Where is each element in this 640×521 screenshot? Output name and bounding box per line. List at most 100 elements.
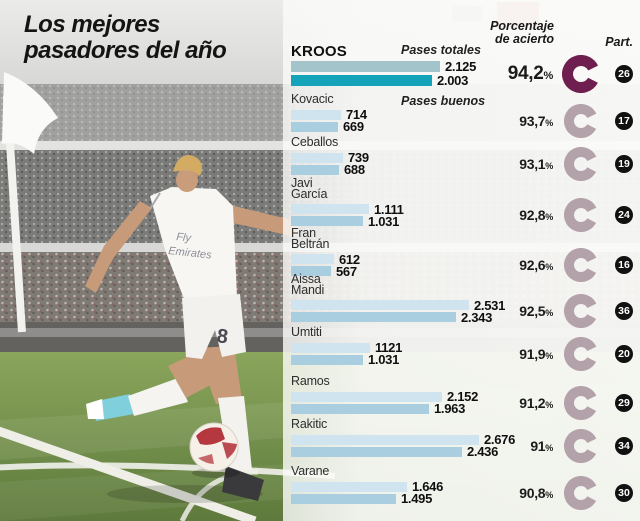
pases-buenos-value: 688 (344, 162, 365, 177)
player-row-ramos: Ramos 2.152 1.963 91,2% 29 (291, 374, 636, 420)
pases-buenos-bar (291, 121, 338, 132)
pases-totales-value: 2.676 (484, 432, 516, 447)
pases-buenos-value: 1.031 (368, 213, 400, 229)
matches-played-badge: 26 (615, 64, 633, 83)
series-label-pases-buenos: Pases buenos (401, 94, 486, 108)
pitch-lines (0, 426, 336, 521)
player-row-javi-garcia: Javi García 1.111 1.031 92,8% 24 (291, 176, 636, 232)
player-row-aissa-mandi: Aissa Mandi 2.531 2.343 92,5% 36 (291, 272, 636, 328)
svg-text:Fly: Fly (176, 231, 193, 245)
pases-buenos-bar (291, 75, 432, 86)
pases-buenos-bar (291, 312, 456, 322)
accuracy-percentage: 91,9% (519, 345, 553, 362)
accuracy-percentage: 91,2% (519, 394, 553, 411)
player-row-kovacic: Kovacic 714 669 93,7% 17 (291, 92, 636, 138)
pases-buenos-bar (291, 266, 331, 276)
accuracy-donut-icon (564, 336, 598, 371)
pases-totales-value: 2.152 (447, 389, 479, 404)
svg-text:8: 8 (215, 325, 229, 348)
pases-buenos-bar (291, 216, 363, 226)
accuracy-donut-icon (564, 248, 598, 282)
pases-buenos-bar (291, 493, 396, 504)
title-line-2: pasadores del año (24, 37, 227, 64)
pases-totales-bar (291, 109, 341, 120)
matches-played-badge: 36 (615, 302, 633, 320)
pases-buenos-bar (291, 403, 429, 414)
accuracy-donut-icon (564, 146, 598, 181)
football (189, 422, 240, 478)
pases-totales-bar (291, 391, 442, 402)
pases-buenos-value: 1.031 (368, 352, 400, 367)
pases-totales-bar (291, 254, 334, 264)
pases-buenos-value: 2.003 (437, 73, 469, 88)
participations-column-header: Part. (605, 35, 633, 49)
matches-played-badge: 24 (615, 206, 633, 224)
pases-totales-bar (291, 300, 469, 310)
pases-buenos-value: 1.495 (401, 491, 433, 506)
player-row-umtiti: Umtiti 1121 1.031 91,9% 20 (291, 325, 636, 371)
player-name: KROOS (291, 43, 348, 60)
pases-buenos-value: 567 (336, 263, 357, 279)
player-name: Ceballos (291, 135, 339, 149)
pases-totales-bar (291, 342, 370, 353)
accuracy-percentage: 94,2% (507, 62, 554, 84)
player-row-varane: Varane 1.646 1.495 90,8% 30 (291, 464, 636, 510)
corner-flag (2, 72, 58, 333)
accuracy-donut-icon (564, 294, 598, 328)
accuracy-percentage: 90,8% (519, 484, 553, 501)
accuracy-column-header: Porcentaje de acierto (490, 19, 554, 46)
player-row-kroos: KROOS Pases totales Pases buenos 2.125 2… (291, 43, 636, 108)
pases-buenos-value: 1.963 (434, 401, 466, 416)
pases-totales-bar (291, 152, 343, 163)
pases-buenos-value: 2.343 (461, 309, 493, 325)
pases-buenos-value: 669 (343, 119, 364, 134)
series-label-pases-totales: Pases totales (401, 43, 481, 57)
accuracy-percentage: 92,8% (519, 207, 553, 223)
accuracy-percentage: 92,5% (519, 303, 553, 319)
pases-buenos-bar (291, 164, 339, 175)
accuracy-percentage: 93,1% (519, 155, 553, 172)
pases-totales-value: 1.646 (412, 479, 444, 494)
pases-totales-value: 1121 (375, 340, 403, 355)
pases-totales-value: 739 (348, 150, 369, 165)
matches-played-badge: 29 (615, 393, 633, 412)
pases-totales-value: 2.531 (474, 297, 506, 313)
pases-buenos-bar (291, 354, 363, 365)
player-row-fran-beltran: Fran Beltrán 612 567 92,6% 16 (291, 226, 636, 282)
player-name: Umtiti (291, 325, 322, 339)
player-photo: Fly Emirates 8 (85, 155, 300, 501)
accuracy-donut-icon (562, 54, 600, 93)
pases-totales-value: 2.125 (445, 59, 477, 74)
pases-buenos-value: 2.436 (467, 444, 499, 459)
player-name: Aissa Mandi (291, 272, 325, 297)
matches-played-badge: 17 (615, 111, 633, 130)
player-name: Javi García (291, 176, 328, 201)
page-title: Los mejores pasadores del año (24, 12, 227, 64)
player-name: Fran Beltrán (291, 226, 330, 251)
matches-played-badge: 30 (615, 483, 633, 502)
player-name: Ramos (291, 374, 330, 388)
accuracy-donut-icon (564, 475, 598, 510)
svg-text:Emirates: Emirates (168, 245, 213, 262)
pases-totales-bar (291, 61, 440, 72)
accuracy-percentage: 91% (530, 437, 553, 454)
matches-played-badge: 16 (615, 256, 633, 274)
accuracy-donut-icon (564, 198, 598, 232)
player-row-rakitic: Rakitic 2.676 2.436 91% 34 (291, 417, 636, 463)
accuracy-percentage: 93,7% (519, 112, 553, 129)
player-name: Varane (291, 464, 330, 478)
pases-totales-bar (291, 434, 479, 445)
accuracy-percentage: 92,6% (519, 257, 553, 273)
matches-played-badge: 19 (615, 154, 633, 173)
pases-buenos-bar (291, 446, 462, 457)
matches-played-badge: 34 (615, 436, 633, 455)
player-name: Rakitic (291, 417, 328, 431)
pases-totales-value: 612 (339, 251, 360, 267)
player-name: Kovacic (291, 92, 334, 106)
pases-totales-bar (291, 481, 407, 492)
player-row-ceballos: Ceballos 739 688 93,1% 19 (291, 135, 636, 181)
pases-totales-value: 714 (346, 107, 367, 122)
pases-totales-bar (291, 204, 369, 214)
pases-totales-value: 1.111 (374, 201, 404, 217)
